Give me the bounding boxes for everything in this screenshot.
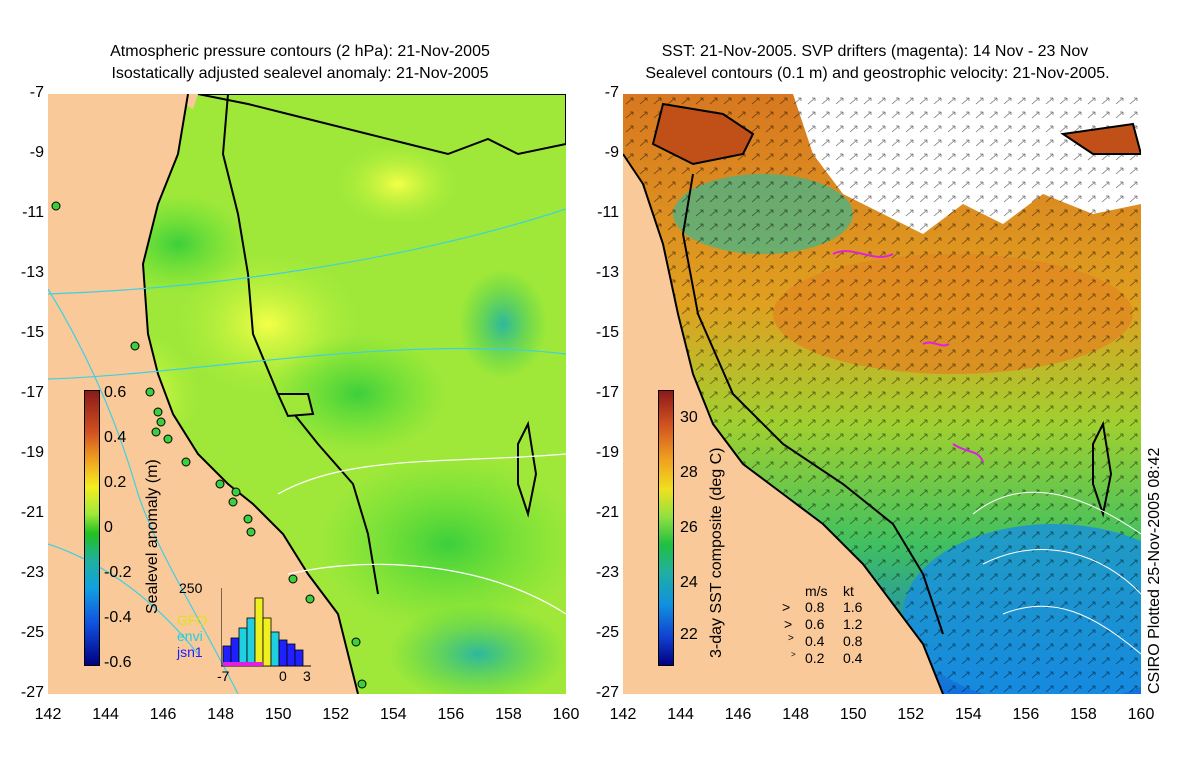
velocity-arrow-icon: > xyxy=(788,633,794,644)
lat-tick-label: -15 xyxy=(595,324,619,341)
sst-colorbar xyxy=(658,390,674,666)
lat-tick-label: -23 xyxy=(595,564,619,581)
lat-tick-label: -11 xyxy=(597,204,619,221)
colorbar-tick: -0.6 xyxy=(104,654,132,671)
lat-tick-label: -17 xyxy=(20,384,44,401)
lon-tick-label: 160 xyxy=(552,706,580,723)
velocity-legend-kt: 0.4 xyxy=(843,650,863,666)
colorbar-tick: -0.2 xyxy=(104,564,132,581)
lon-tick-label: 158 xyxy=(1070,706,1097,723)
sst-map xyxy=(623,94,1141,694)
lat-tick-label: -25 xyxy=(595,624,619,641)
velocity-legend-ms: 0.8 xyxy=(805,599,825,615)
lon-tick-label: 142 xyxy=(609,706,637,723)
right-title-line1: SST: 21-Nov-2005. SVP drifters (magenta)… xyxy=(661,43,1089,60)
lon-tick-label: 150 xyxy=(264,706,292,723)
velocity-arrow-icon: > xyxy=(791,650,796,659)
histogram-x-label: 0 xyxy=(279,668,287,684)
velocity-legend: m/s kt > 0.8 1.6 > 0.6 1.2 > 0.4 0.8 > 0… xyxy=(780,583,890,673)
histogram-inset: 250 GFO envi jsn1 -7 0 3 xyxy=(175,578,315,684)
legend-envi: envi xyxy=(177,628,203,644)
histogram-bars xyxy=(221,588,311,667)
colorbar-tick: 28 xyxy=(680,464,698,481)
lon-tick-label: 156 xyxy=(437,706,465,723)
lat-tick-label: -21 xyxy=(595,504,619,521)
colorbar-tick: 24 xyxy=(680,574,698,591)
histogram-x-label: 3 xyxy=(303,668,311,684)
lat-tick-label: -27 xyxy=(20,684,44,701)
sst-colorbar-label: 3-day SST composite (deg C) xyxy=(708,447,725,658)
left-title-line2: Isostatically adjusted sealevel anomaly:… xyxy=(111,65,489,82)
lat-tick-label: -7 xyxy=(29,84,44,101)
lat-tick-label: -9 xyxy=(604,144,619,161)
plot-credit: CSIRO Plotted 25-Nov-2005 08:42 xyxy=(1146,447,1163,694)
velocity-legend-kt: 1.2 xyxy=(843,616,863,632)
colorbar-tick: 0 xyxy=(104,519,113,536)
lat-tick-label: -13 xyxy=(595,264,619,281)
velocity-arrow-icon: > xyxy=(784,616,793,632)
lat-tick-label: -15 xyxy=(20,324,44,341)
lat-tick-label: -11 xyxy=(22,204,44,221)
velocity-legend-ms: 0.2 xyxy=(805,650,825,666)
lon-tick-label: 148 xyxy=(207,706,234,723)
sealevel-colorbar-label: Sealevel anomaly (m) xyxy=(144,459,161,614)
colorbar-tick: 30 xyxy=(680,409,698,426)
lat-tick-label: -19 xyxy=(595,444,619,461)
lat-tick-label: -19 xyxy=(20,444,44,461)
lat-tick-label: -23 xyxy=(20,564,44,581)
velocity-legend-kt: 0.8 xyxy=(843,633,863,649)
lon-tick-label: 158 xyxy=(495,706,522,723)
histogram-x-label: -7 xyxy=(217,668,230,684)
colorbar-tick: 0.2 xyxy=(104,474,127,491)
lon-tick-label: 150 xyxy=(839,706,867,723)
lat-tick-label: -9 xyxy=(29,144,44,161)
lat-tick-label: -21 xyxy=(20,504,44,521)
velocity-legend-kt: 1.6 xyxy=(843,599,863,615)
lon-tick-label: 160 xyxy=(1127,706,1155,723)
colorbar-tick: -0.4 xyxy=(104,609,132,626)
velocity-legend-ms: 0.4 xyxy=(805,633,825,649)
colorbar-tick: 26 xyxy=(680,519,698,536)
colorbar-tick: 0.6 xyxy=(104,384,127,401)
velocity-arrow-icon: > xyxy=(782,599,791,615)
velocity-legend-header-ms: m/s xyxy=(805,583,828,599)
lon-tick-label: 152 xyxy=(322,706,350,723)
lat-tick-label: -7 xyxy=(604,84,619,101)
lat-tick-label: -25 xyxy=(20,624,44,641)
colorbar-tick: 0.4 xyxy=(104,429,127,446)
velocity-legend-ms: 0.6 xyxy=(805,616,825,632)
lon-tick-label: 144 xyxy=(667,706,694,723)
lon-tick-label: 148 xyxy=(782,706,809,723)
right-title-line2: Sealevel contours (0.1 m) and geostrophi… xyxy=(645,65,1110,82)
lon-tick-label: 156 xyxy=(1012,706,1040,723)
lon-tick-label: 146 xyxy=(724,706,752,723)
lat-tick-label: -13 xyxy=(20,264,44,281)
lat-tick-label: -17 xyxy=(595,384,619,401)
sealevel-colorbar xyxy=(84,390,100,666)
histogram-max-label: 250 xyxy=(179,580,203,596)
colorbar-tick: 22 xyxy=(680,626,698,643)
lon-tick-label: 146 xyxy=(149,706,177,723)
sealevel-anomaly-map xyxy=(48,94,566,694)
legend-gfo: GFO xyxy=(177,612,208,628)
lat-tick-label: -27 xyxy=(595,684,619,701)
legend-jsn1: jsn1 xyxy=(177,644,203,660)
lon-tick-label: 152 xyxy=(897,706,925,723)
velocity-legend-header-kt: kt xyxy=(843,583,854,599)
lon-tick-label: 154 xyxy=(379,706,407,723)
lon-tick-label: 142 xyxy=(34,706,62,723)
lon-tick-label: 154 xyxy=(954,706,982,723)
left-title-line1: Atmospheric pressure contours (2 hPa): 2… xyxy=(110,43,490,60)
lon-tick-label: 144 xyxy=(92,706,119,723)
